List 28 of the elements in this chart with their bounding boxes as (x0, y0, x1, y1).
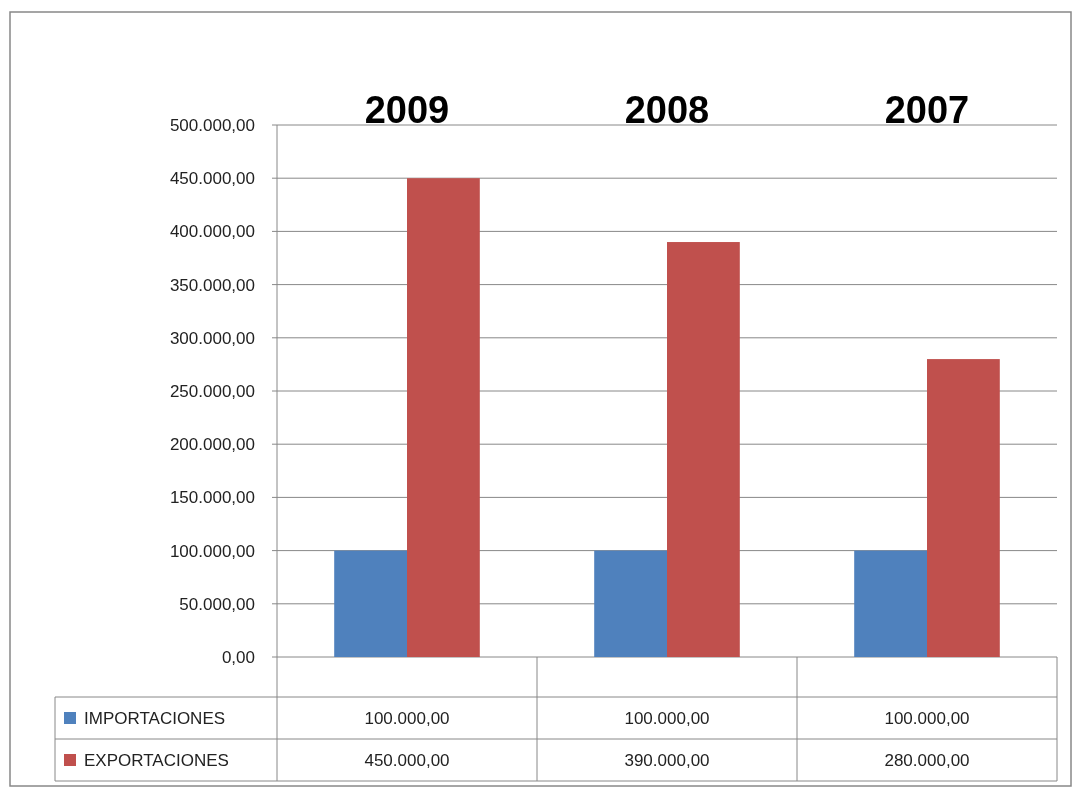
data-label: 390.000,00 (624, 750, 710, 770)
bar (927, 359, 1000, 657)
x-tick-label: 2007 (884, 89, 970, 131)
y-tick-label: 450.000,00 (169, 169, 255, 189)
y-tick-label: 500.000,00 (169, 115, 255, 135)
y-tick-label: 50.000,00 (179, 594, 255, 614)
data-label: 100.000,00 (624, 708, 710, 728)
y-tick-label: 100.000,00 (169, 541, 255, 561)
x-tick-label: 2008 (624, 89, 710, 131)
y-tick-label: 200.000,00 (169, 435, 255, 455)
y-tick-label: 300.000,00 (169, 328, 255, 348)
bar (594, 550, 667, 657)
bar (334, 550, 407, 657)
y-tick-label: 400.000,00 (169, 222, 255, 242)
y-tick-label: 0,00 (221, 647, 255, 667)
data-label: 450.000,00 (364, 750, 450, 770)
y-tick-label: 150.000,00 (169, 488, 255, 508)
legend-label: EXPORTACIONES (84, 750, 229, 770)
data-label: 100.000,00 (884, 708, 970, 728)
bar (667, 242, 740, 657)
legend-label: IMPORTACIONES (84, 708, 226, 728)
bar (854, 550, 927, 657)
data-label: 100.000,00 (364, 708, 450, 728)
x-tick-label: 2009 (364, 89, 450, 131)
data-label: 280.000,00 (884, 750, 970, 770)
bar (407, 178, 480, 657)
y-tick-label: 350.000,00 (169, 275, 255, 295)
y-tick-label: 250.000,00 (169, 381, 255, 401)
